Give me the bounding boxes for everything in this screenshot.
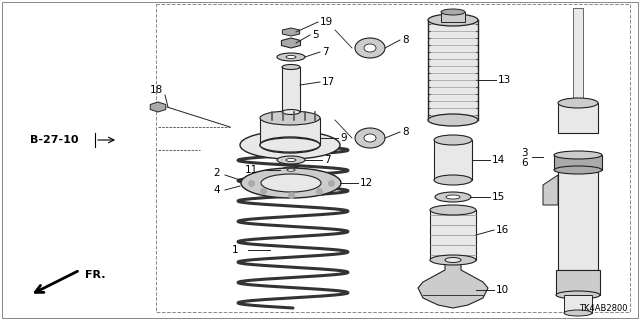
Ellipse shape [286,158,296,162]
Polygon shape [282,38,301,48]
Text: 2: 2 [213,168,220,178]
Ellipse shape [428,14,478,26]
Ellipse shape [564,310,592,316]
Ellipse shape [554,166,602,174]
Ellipse shape [241,168,341,198]
Ellipse shape [435,192,471,202]
Ellipse shape [554,151,602,159]
Ellipse shape [441,9,465,15]
Ellipse shape [355,38,385,58]
Ellipse shape [445,258,461,262]
Ellipse shape [260,138,320,152]
Ellipse shape [434,175,472,185]
Bar [434,140,472,180]
Ellipse shape [240,131,340,159]
Text: 16: 16 [496,225,509,235]
Text: 7: 7 [324,155,331,165]
Text: 19: 19 [320,17,333,27]
Ellipse shape [281,167,301,173]
Ellipse shape [277,53,305,61]
Text: FR.: FR. [85,270,106,280]
Text: B-27-10: B-27-10 [30,135,79,145]
Text: 6: 6 [522,158,528,168]
Ellipse shape [430,255,476,265]
Text: 13: 13 [498,75,511,85]
Ellipse shape [446,195,460,199]
Ellipse shape [277,156,305,164]
Text: 1: 1 [232,245,238,255]
Text: 17: 17 [322,77,335,87]
Ellipse shape [287,169,295,171]
Bar [564,295,592,313]
Ellipse shape [556,291,600,299]
Ellipse shape [260,137,320,153]
Ellipse shape [430,205,476,215]
Polygon shape [150,102,166,112]
Ellipse shape [282,65,300,69]
Polygon shape [418,260,488,308]
Text: 5: 5 [312,30,319,40]
Text: TK4AB2800: TK4AB2800 [579,304,628,313]
Bar [556,270,600,295]
Text: 11: 11 [244,165,258,175]
Polygon shape [282,28,300,36]
Ellipse shape [364,134,376,142]
Ellipse shape [434,135,472,145]
Text: 4: 4 [213,185,220,195]
Ellipse shape [260,111,320,125]
Ellipse shape [261,174,321,192]
Ellipse shape [558,98,598,108]
Bar [282,67,300,112]
Text: 18: 18 [150,85,163,95]
Text: 8: 8 [402,35,408,45]
Ellipse shape [282,109,300,115]
Text: 14: 14 [492,155,505,165]
Text: 12: 12 [360,178,373,188]
Text: 15: 15 [492,192,505,202]
Ellipse shape [428,114,478,126]
Bar [428,20,478,120]
Bar [554,155,602,170]
Bar [156,4,630,312]
Ellipse shape [355,128,385,148]
Text: 10: 10 [496,285,509,295]
Bar [558,103,598,133]
Text: 8: 8 [402,127,408,137]
Ellipse shape [286,55,296,59]
Polygon shape [543,175,558,205]
Bar [441,12,465,22]
Text: 3: 3 [522,148,528,158]
Text: 9: 9 [340,133,347,143]
Bar [573,8,583,103]
Bar [260,118,320,145]
Bar [430,210,476,260]
Ellipse shape [364,44,376,52]
Bar [558,170,598,270]
Text: 7: 7 [322,47,328,57]
